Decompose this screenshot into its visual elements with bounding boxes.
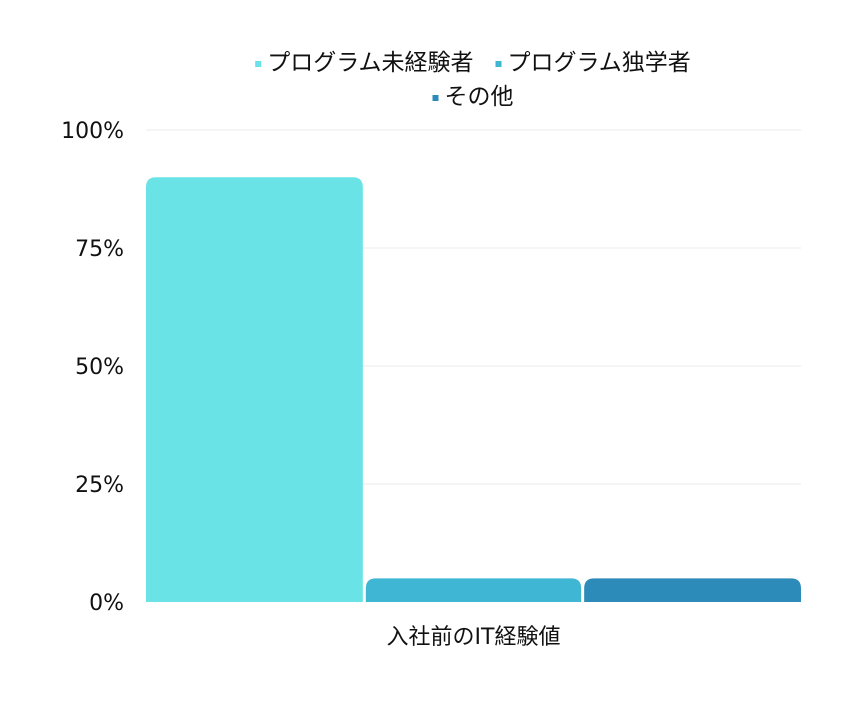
x-category-label: 入社前のIT経験値 bbox=[387, 625, 561, 650]
legend-label: プログラム独学者 bbox=[508, 50, 691, 76]
legend-swatch bbox=[255, 61, 262, 67]
y-tick-label: 100% bbox=[61, 119, 124, 144]
legend-label: その他 bbox=[445, 84, 514, 110]
legend-swatch bbox=[495, 61, 502, 67]
bar bbox=[365, 578, 582, 602]
bars bbox=[146, 177, 801, 602]
x-axis-category-labels: 入社前のIT経験値 bbox=[387, 625, 561, 650]
y-axis-tick-labels: 0% 25% 50% 75% 100% bbox=[61, 119, 124, 616]
y-tick-label: 75% bbox=[75, 237, 124, 262]
legend-label: プログラム未経験者 bbox=[267, 50, 473, 76]
bar bbox=[584, 578, 801, 602]
y-tick-label: 25% bbox=[75, 473, 124, 498]
y-tick-label: 50% bbox=[75, 355, 124, 380]
y-tick-label: 0% bbox=[89, 591, 124, 616]
legend-swatch bbox=[432, 95, 439, 101]
bar bbox=[146, 177, 363, 602]
